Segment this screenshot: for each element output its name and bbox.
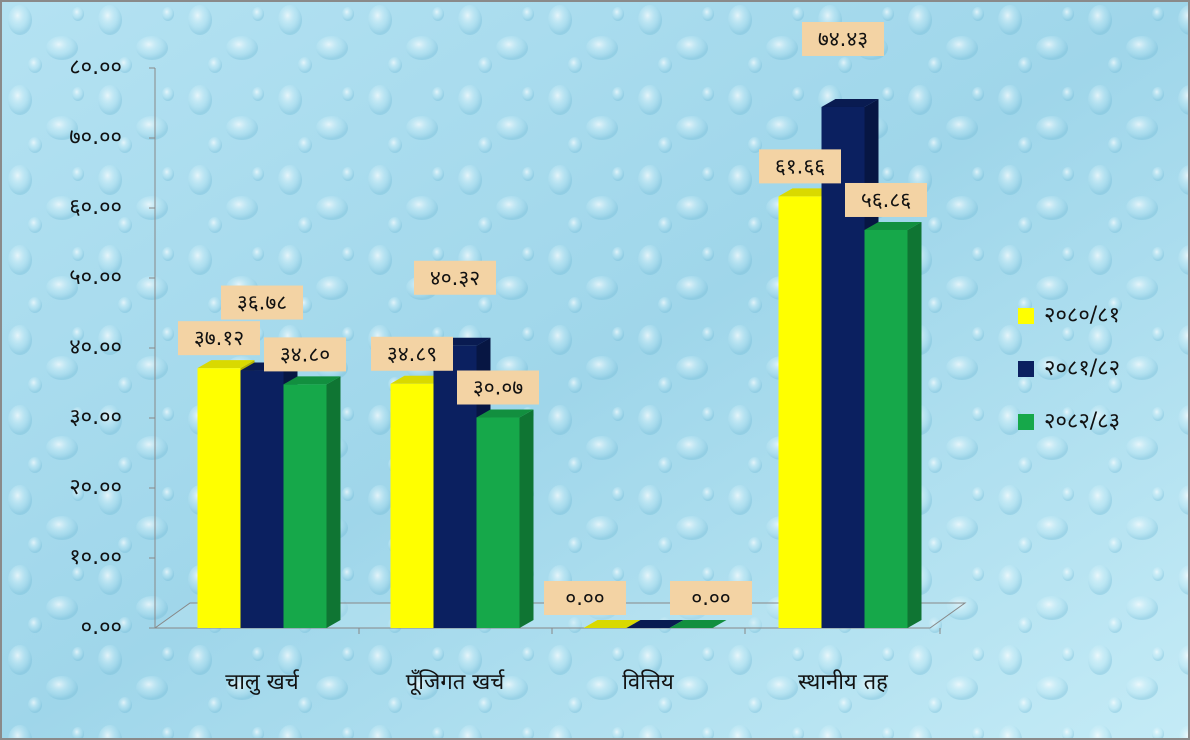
bar-top bbox=[778, 188, 836, 197]
data-label-box bbox=[845, 182, 927, 217]
legend-label: २०८१/८२ bbox=[1044, 356, 1120, 381]
bar-top bbox=[669, 620, 727, 628]
data-label: ३४.८९ bbox=[387, 342, 437, 366]
bar-top-shade bbox=[864, 221, 922, 230]
bar-top-shade bbox=[669, 620, 727, 628]
data-label-box bbox=[544, 581, 626, 615]
bar bbox=[240, 370, 284, 628]
data-label: ०.०० bbox=[691, 586, 730, 610]
y-tick-label: ७०.०० bbox=[69, 125, 122, 150]
data-label: ४०.३२ bbox=[430, 266, 480, 290]
bar bbox=[283, 384, 327, 628]
bar-top bbox=[476, 409, 534, 418]
data-label: ३०.०७ bbox=[473, 376, 523, 400]
bar bbox=[864, 229, 908, 629]
data-label-box bbox=[371, 336, 453, 371]
y-tick-label: २०.०० bbox=[69, 475, 122, 500]
bar bbox=[778, 196, 822, 628]
legend-swatch bbox=[1018, 361, 1034, 377]
data-label-box bbox=[802, 21, 884, 56]
bar-top-shade bbox=[390, 375, 448, 384]
data-label: ३७.१२ bbox=[194, 326, 244, 350]
bar-side-shade bbox=[519, 409, 534, 628]
legend-label: २०८२/८३ bbox=[1044, 409, 1120, 434]
bar-top bbox=[583, 620, 641, 628]
bar-side-shade bbox=[907, 221, 922, 629]
x-tick-label: वित्तिय bbox=[622, 669, 675, 695]
legend-swatch bbox=[1018, 308, 1034, 324]
legend-label: २०८०/८१ bbox=[1044, 303, 1120, 328]
data-label-box bbox=[221, 285, 303, 320]
bar-top-shade bbox=[583, 620, 641, 628]
bar-side bbox=[326, 376, 341, 628]
bar bbox=[197, 368, 241, 628]
bar-top-shade bbox=[283, 376, 341, 385]
legend-swatch bbox=[1018, 414, 1034, 430]
bar-side bbox=[907, 221, 922, 629]
bar-top-shade bbox=[197, 360, 255, 369]
y-tick-label: ०.०० bbox=[81, 615, 122, 640]
y-tick-label: ६०.०० bbox=[69, 195, 122, 220]
y-tick-label: ३०.०० bbox=[69, 405, 122, 430]
y-tick-label: ८०.०० bbox=[69, 55, 122, 80]
bar-top-shade bbox=[821, 98, 879, 107]
data-label-box bbox=[457, 370, 539, 405]
y-tick-label: ४०.०० bbox=[69, 335, 122, 360]
bar-top bbox=[390, 375, 448, 384]
bar-top-shade bbox=[778, 188, 836, 197]
data-label-box bbox=[264, 337, 346, 372]
bar-top-shade bbox=[476, 409, 534, 418]
bar-top bbox=[626, 620, 684, 628]
data-label: ३४.८० bbox=[280, 342, 330, 366]
data-label-box bbox=[178, 321, 260, 356]
x-tick-label: पूँजिगत खर्च bbox=[406, 669, 505, 696]
data-label-box bbox=[414, 260, 496, 295]
data-label-box bbox=[670, 581, 752, 615]
bar-top bbox=[864, 221, 922, 230]
bar-top bbox=[821, 98, 879, 107]
bar-side-shade bbox=[326, 376, 341, 628]
x-tick-label: चालु खर्च bbox=[225, 669, 300, 695]
data-label: ३६.७८ bbox=[237, 291, 287, 315]
bar-top bbox=[197, 360, 255, 369]
y-tick-label: १०.०० bbox=[69, 545, 122, 570]
bar-top bbox=[283, 376, 341, 385]
data-label: ७४.४३ bbox=[818, 27, 868, 51]
data-label-box bbox=[759, 149, 841, 184]
x-tick-label: स्थानीय तह bbox=[798, 669, 888, 695]
data-label: ०.०० bbox=[565, 586, 604, 610]
data-label: ६१.६६ bbox=[775, 154, 825, 178]
data-label: ५६.८६ bbox=[861, 188, 911, 212]
bar-top-shade bbox=[626, 620, 684, 628]
y-tick-label: ५०.०० bbox=[69, 265, 122, 290]
bar bbox=[476, 417, 520, 628]
bar bbox=[390, 383, 434, 628]
bar-side bbox=[519, 409, 534, 628]
